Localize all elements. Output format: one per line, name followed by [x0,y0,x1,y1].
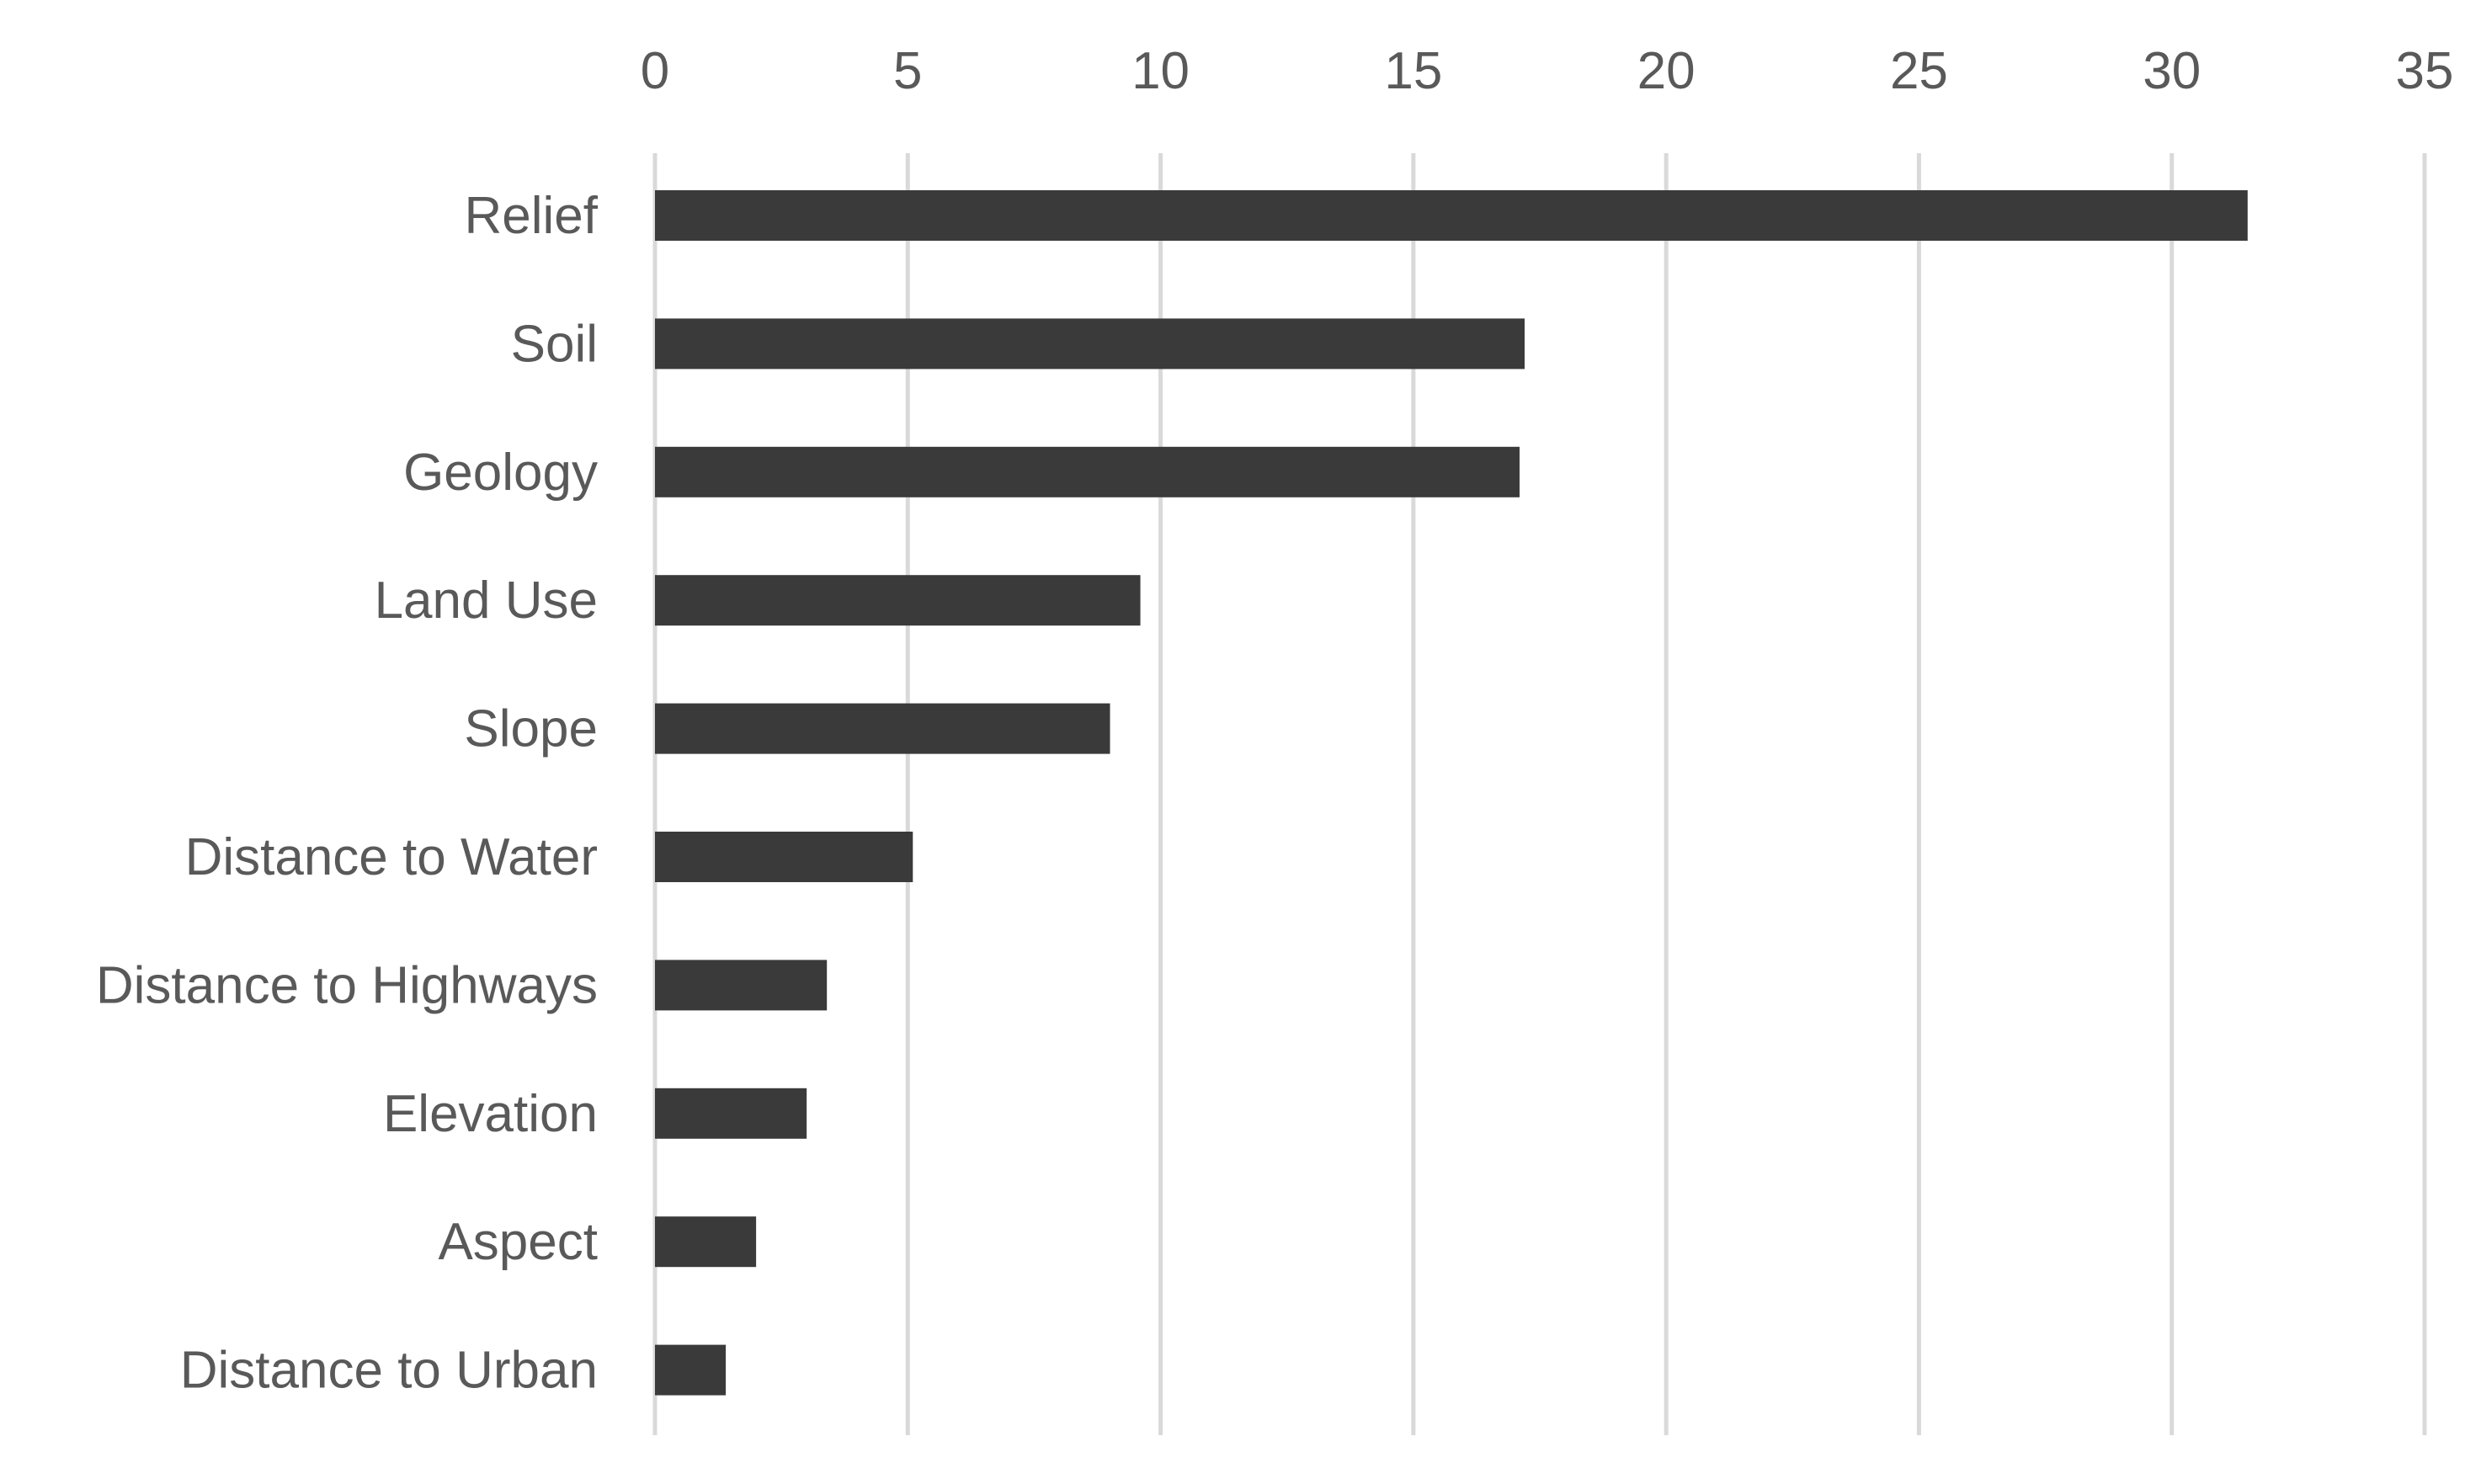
x-tick-label-20: 20 [1637,42,1696,100]
category-label-geology: Geology [403,444,598,502]
bar-slope [655,703,1110,754]
category-label-distance-to-urban: Distance to Urban [180,1342,598,1400]
category-labels: Relief Soil Geology Land Use Slope Distance t… [96,187,599,1400]
x-tick-label-0: 0 [641,42,669,100]
x-tick-label-5: 5 [893,42,922,100]
bar-elevation [655,1088,807,1139]
category-label-aspect: Aspect [438,1213,598,1271]
category-label-distance-to-water: Distance to Water [185,828,598,886]
x-tick-label-25: 25 [1890,42,1948,100]
bar-distance-to-water [655,832,913,882]
bar-distance-to-highways [655,960,828,1011]
bar-relief [655,190,2248,241]
bar-distance-to-urban [655,1344,727,1396]
x-tick-label-15: 15 [1384,42,1442,100]
bar-aspect [655,1216,757,1268]
bar-soil [655,318,1525,370]
category-label-soil: Soil [511,315,598,373]
x-tick-label-10: 10 [1131,42,1190,100]
bar-land-use [655,575,1141,626]
bars [655,190,2248,1396]
x-axis-ticks: 0 5 10 15 20 25 30 35 [641,42,2454,100]
category-label-land-use: Land Use [375,572,598,630]
category-label-relief: Relief [464,187,598,245]
bar-geology [655,446,1520,497]
x-tick-label-35: 35 [2396,42,2454,100]
category-label-slope: Slope [464,700,598,758]
category-label-distance-to-highways: Distance to Highways [96,956,598,1014]
x-tick-label-30: 30 [2143,42,2201,100]
category-label-elevation: Elevation [383,1085,598,1143]
